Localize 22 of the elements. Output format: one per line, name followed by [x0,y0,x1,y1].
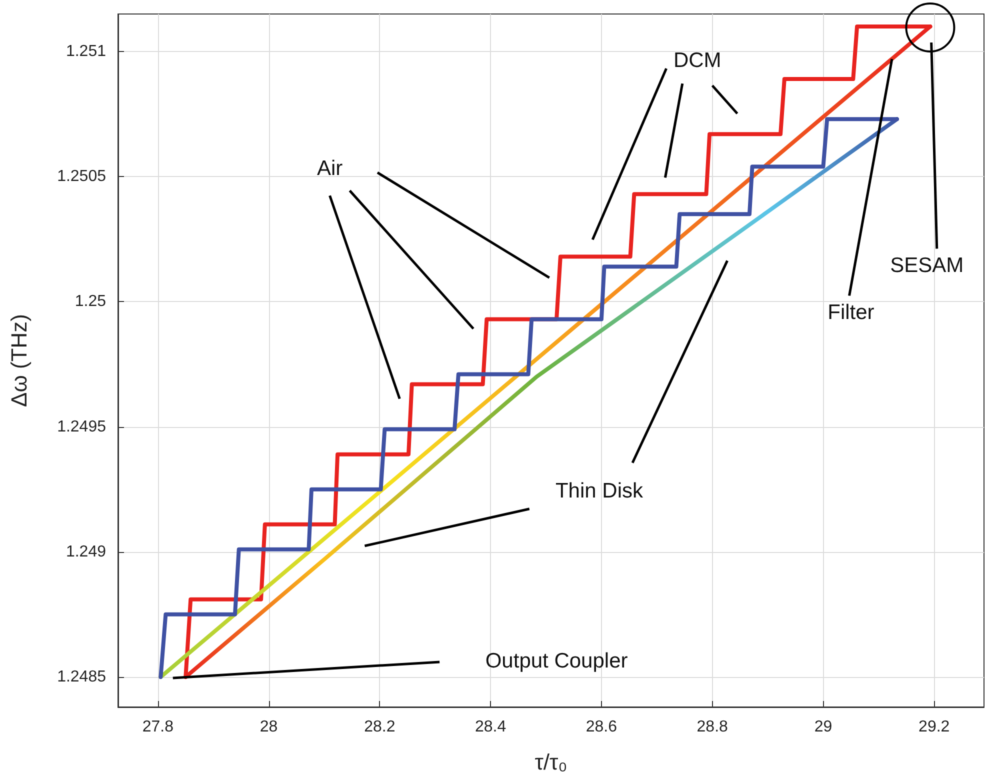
y-tick-label: 1.25 [74,293,106,310]
y-tick-label: 1.2505 [57,168,106,186]
y-axis-title: Δω (THz) [6,314,32,407]
annotation: Filter [828,301,874,324]
y-tick-label: 1.2485 [57,668,106,686]
annotation: Air [316,157,343,180]
annotation: Thin Disk [555,479,644,502]
x-tick-label: 28.8 [696,718,728,736]
annotation: Output Coupler [485,649,628,672]
x-tick-label: 27.8 [142,718,174,736]
y-tick-label: 1.249 [66,543,106,560]
y-tick-label: 1.251 [66,43,106,60]
x-axis-title: τ/τ₀ [534,750,568,774]
x-tick-label: 28.2 [364,718,396,736]
x-tick-label: 28.4 [475,718,506,736]
x-tick-label: 29 [814,718,832,736]
x-tick-label: 29.2 [918,718,950,736]
annotation: DCM [673,49,722,72]
x-tick-label: 28.6 [586,718,618,736]
x-tick-label: 28 [260,718,278,736]
y-tick-label: 1.2495 [57,418,106,436]
annotation: SESAM [890,254,964,278]
